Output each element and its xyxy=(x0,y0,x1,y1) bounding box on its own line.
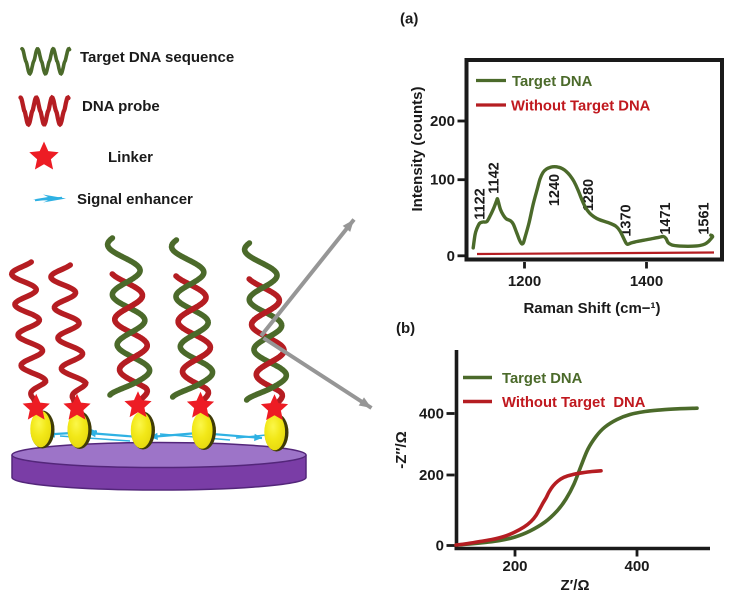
svg-text:Z′/Ω: Z′/Ω xyxy=(561,577,590,594)
svg-text:200: 200 xyxy=(430,113,455,130)
svg-text:DNA probe: DNA probe xyxy=(82,98,160,115)
svg-text:1400: 1400 xyxy=(630,273,663,290)
svg-text:Target DNA: Target DNA xyxy=(512,74,593,90)
svg-text:0: 0 xyxy=(447,248,455,265)
svg-text:Target DNA: Target DNA xyxy=(502,371,583,387)
svg-text:-Z″/Ω: -Z″/Ω xyxy=(393,431,410,469)
svg-text:1142: 1142 xyxy=(486,162,502,193)
svg-text:Target DNA sequence: Target DNA sequence xyxy=(80,49,234,66)
svg-text:400: 400 xyxy=(624,558,649,575)
svg-text:1370: 1370 xyxy=(618,204,634,236)
svg-text:1471: 1471 xyxy=(658,202,674,234)
svg-text:Without Target DNA: Without Target DNA xyxy=(511,99,651,115)
svg-text:Signal enhancer: Signal enhancer xyxy=(77,191,193,208)
svg-text:1122: 1122 xyxy=(472,188,488,219)
svg-text:(b): (b) xyxy=(396,320,415,337)
svg-text:1200: 1200 xyxy=(508,273,541,290)
svg-text:400: 400 xyxy=(419,406,444,423)
svg-text:100: 100 xyxy=(430,172,455,189)
svg-text:Intensity (counts): Intensity (counts) xyxy=(409,86,426,211)
svg-text:Without Target DNA: Without Target DNA xyxy=(502,395,646,411)
svg-text:200: 200 xyxy=(419,467,444,484)
svg-text:1561: 1561 xyxy=(696,202,712,234)
svg-text:200: 200 xyxy=(502,558,527,575)
svg-text:Raman Shift (cm−¹): Raman Shift (cm−¹) xyxy=(523,300,660,317)
svg-text:0: 0 xyxy=(436,538,444,555)
svg-text:(a): (a) xyxy=(400,11,418,28)
svg-text:1240: 1240 xyxy=(547,174,563,206)
svg-text:Linker: Linker xyxy=(108,149,153,166)
